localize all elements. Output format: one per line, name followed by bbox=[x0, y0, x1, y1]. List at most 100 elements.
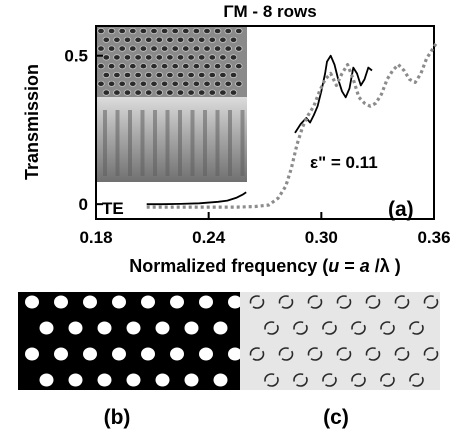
panel-c-ring bbox=[365, 347, 381, 361]
panel-label-b: (b) bbox=[104, 406, 131, 429]
panel-c-ring bbox=[264, 373, 279, 387]
x-label-var: u bbox=[328, 256, 339, 276]
panel-b-hole bbox=[39, 373, 54, 387]
inset-hole bbox=[224, 45, 232, 52]
inset-hole bbox=[129, 45, 137, 52]
inset-hole bbox=[134, 89, 142, 96]
inset-hole bbox=[192, 80, 201, 87]
inset-hole bbox=[182, 63, 190, 70]
panel-b-hole bbox=[25, 295, 39, 309]
panel-c-ring bbox=[394, 347, 410, 361]
inset-hole bbox=[118, 63, 126, 70]
panel-c-ring bbox=[351, 321, 366, 335]
inset-cross-section-image bbox=[97, 97, 247, 182]
x-label-prefix: Normalized frequency ( bbox=[129, 256, 328, 276]
panel-c-ring bbox=[423, 347, 439, 361]
x-label-eq: = bbox=[339, 256, 360, 276]
inset-hole bbox=[144, 54, 153, 61]
inset-hole bbox=[129, 63, 137, 70]
panel-b-hole bbox=[68, 373, 83, 387]
panel-b-hole bbox=[170, 347, 184, 361]
x-axis-label: Normalized frequency (u = a /λ ) bbox=[129, 256, 401, 276]
series-line-solid bbox=[146, 191, 247, 206]
panel-b-hole bbox=[213, 373, 228, 387]
panel-b-hole bbox=[54, 295, 68, 309]
inset-hole bbox=[150, 45, 158, 52]
inset-hole bbox=[224, 63, 232, 70]
inset-hole bbox=[166, 71, 174, 79]
inset-hole bbox=[224, 80, 232, 87]
x-axis-ticks: 0.18 0.24 0.30 0.36 bbox=[79, 212, 451, 247]
inset-hole bbox=[229, 71, 238, 79]
inset-hole bbox=[166, 89, 174, 96]
panel-b-hole bbox=[199, 295, 213, 309]
panel-b-hole bbox=[68, 321, 83, 335]
panel-b-hole bbox=[228, 295, 242, 309]
inset-hole bbox=[118, 80, 126, 87]
panel-c-ring bbox=[336, 295, 352, 309]
inset-hole bbox=[123, 71, 132, 79]
cross-section-pillar bbox=[153, 110, 157, 176]
inset-hole bbox=[144, 71, 153, 79]
plot-frame bbox=[95, 25, 435, 220]
inset-hole bbox=[160, 80, 169, 87]
panel-c-ring bbox=[365, 295, 381, 309]
panel-c-ring bbox=[336, 347, 352, 361]
inset-hole bbox=[155, 71, 163, 79]
inset-hole bbox=[160, 63, 169, 70]
inset-hole bbox=[176, 89, 185, 96]
inset-hole bbox=[192, 45, 201, 52]
panel-c-ring bbox=[307, 295, 323, 309]
cross-section-pillar bbox=[128, 110, 132, 176]
panel-c-ring bbox=[409, 373, 424, 387]
inset-top-view-image bbox=[97, 27, 247, 97]
panel-b-holes bbox=[25, 295, 242, 387]
inset-hole bbox=[187, 89, 195, 96]
panel-b-hole bbox=[199, 347, 213, 361]
inset-hole bbox=[197, 54, 206, 61]
inset-hole bbox=[155, 36, 163, 43]
inset-hole bbox=[139, 27, 148, 35]
inset-hole bbox=[213, 80, 222, 87]
cross-section-pillar bbox=[103, 110, 107, 176]
inset-hole bbox=[107, 80, 116, 87]
panel-b-hole bbox=[141, 295, 155, 309]
panel-b-hole bbox=[25, 347, 39, 361]
inset-hole bbox=[182, 27, 190, 35]
cross-section-pillar bbox=[240, 110, 245, 176]
panel-b-hole bbox=[83, 295, 97, 309]
inset-hole bbox=[203, 80, 211, 87]
inset-hole bbox=[107, 45, 116, 52]
panel-b-hole bbox=[228, 347, 242, 361]
panel-b-hole bbox=[126, 373, 141, 387]
inset-hole bbox=[171, 63, 179, 70]
inset-hole bbox=[123, 36, 132, 43]
panel-label-c: (c) bbox=[323, 406, 349, 429]
panel-c-ring bbox=[380, 321, 395, 335]
panel-b-hole bbox=[126, 321, 141, 335]
panel-b-hole bbox=[141, 347, 155, 361]
inset-hole bbox=[160, 27, 169, 35]
inset-hole bbox=[123, 54, 132, 61]
panel-c-ring bbox=[307, 347, 323, 361]
inset-hole bbox=[176, 36, 185, 43]
inset-hole bbox=[229, 36, 238, 43]
epsilon-annotation: ε" = 0.11 bbox=[310, 153, 378, 172]
inset-hole bbox=[150, 80, 158, 87]
panel-c-image bbox=[240, 292, 440, 390]
cross-section-pillar bbox=[215, 110, 220, 176]
inset-hole bbox=[155, 54, 163, 61]
y-tick-label: 0 bbox=[79, 195, 88, 214]
panel-b-hole bbox=[83, 347, 97, 361]
panel-b-hole bbox=[170, 295, 184, 309]
inset-hole bbox=[171, 45, 179, 52]
panel-c-ring bbox=[423, 295, 439, 309]
inset-hole bbox=[139, 63, 148, 70]
cross-section-pillars bbox=[103, 110, 245, 176]
inset-hole bbox=[208, 89, 216, 96]
inset-hole bbox=[219, 54, 227, 61]
cross-section-pillar bbox=[140, 110, 145, 176]
inset-hole bbox=[102, 54, 110, 61]
panel-c-ring bbox=[278, 347, 294, 361]
